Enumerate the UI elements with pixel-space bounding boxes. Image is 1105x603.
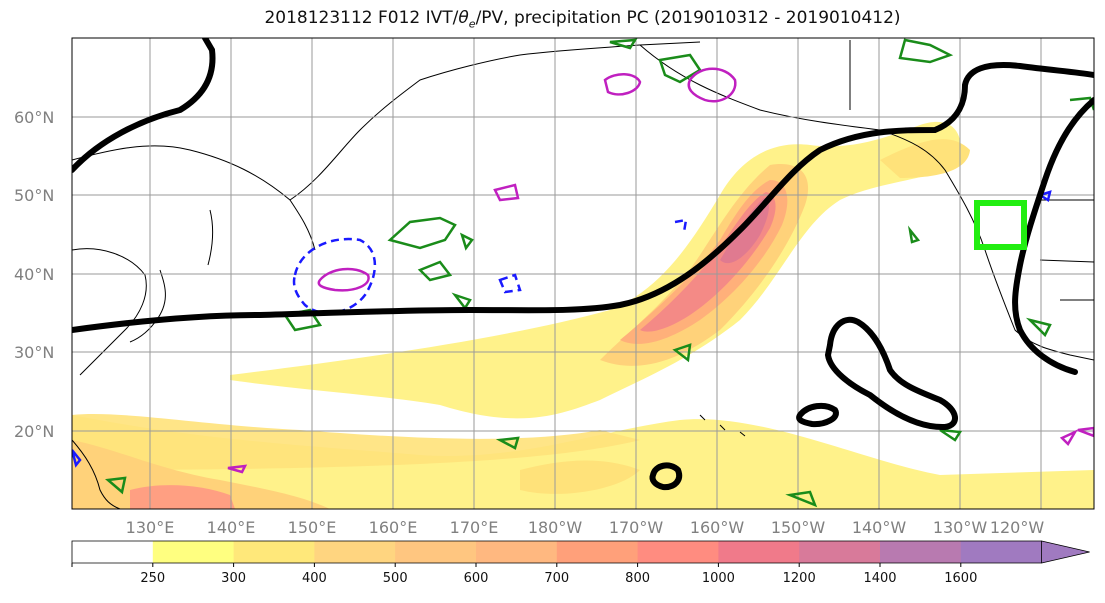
pv-contours-magenta bbox=[227, 67, 1094, 474]
colorbar-tick-label: 600 bbox=[464, 571, 489, 586]
lon-labels: 130°E 140°E 150°E 160°E 170°E 180°W 170°… bbox=[126, 518, 1045, 537]
colorbar-tick-label: 1400 bbox=[863, 571, 896, 586]
lon-label-170w: 170°W bbox=[609, 518, 664, 537]
graticule bbox=[72, 38, 1094, 509]
map-title: 2018123112 F012 IVT/θe/PV, precipitation… bbox=[264, 8, 901, 31]
pv-contours-blue bbox=[292, 218, 688, 315]
lon-label-120w: 120°W bbox=[990, 518, 1045, 537]
lat-labels: 60°N 50°N 40°N 30°N 20°N bbox=[14, 108, 54, 441]
lat-label-40n: 40°N bbox=[14, 265, 54, 284]
colorbar-segment bbox=[72, 541, 154, 563]
colorbar: 250 300 400 500 600 700 800 1000 1200 1400 1600 bbox=[71, 540, 1090, 586]
lon-label-130w: 130°W bbox=[933, 518, 988, 537]
colorbar-segment bbox=[152, 541, 235, 563]
lon-label-160e: 160°E bbox=[369, 518, 418, 537]
colorbar-tick-label: 1200 bbox=[783, 571, 816, 586]
colorbar-segment bbox=[880, 541, 962, 563]
colorbar-tick-label: 1000 bbox=[702, 571, 735, 586]
colorbar-segment bbox=[637, 541, 719, 563]
colorbar-segment bbox=[718, 541, 800, 563]
lat-label-60n: 60°N bbox=[14, 108, 54, 127]
lon-label-140e: 140°E bbox=[207, 518, 256, 537]
colorbar-segment bbox=[476, 541, 558, 563]
colorbar-segment bbox=[799, 541, 881, 563]
map-frame bbox=[71, 37, 1095, 510]
colorbar-tick-label: 1600 bbox=[944, 571, 977, 586]
colorbar-tick-label: 300 bbox=[221, 571, 246, 586]
lat-label-20n: 20°N bbox=[14, 422, 54, 441]
colorbar-tick-label: 400 bbox=[302, 571, 327, 586]
colorbar-segment bbox=[960, 541, 1043, 563]
colorbar-segment bbox=[314, 541, 396, 563]
theta-e-contours bbox=[72, 38, 1094, 491]
target-region-box bbox=[974, 200, 1027, 250]
colorbar-segment bbox=[556, 541, 639, 563]
coastlines bbox=[72, 40, 1094, 509]
pv-contours-blue-solid bbox=[72, 190, 1052, 468]
lon-label-130e: 130°E bbox=[126, 518, 175, 537]
pv-contours-green bbox=[105, 38, 1094, 508]
lon-label-180w: 180°W bbox=[528, 518, 583, 537]
lon-label-140w: 140°W bbox=[852, 518, 907, 537]
colorbar-segment bbox=[395, 541, 477, 563]
colorbar-extend-arrow bbox=[1041, 540, 1090, 564]
colorbar-tick-label: 800 bbox=[625, 571, 650, 586]
colorbar-tick-label: 700 bbox=[544, 571, 569, 586]
lon-label-170e: 170°E bbox=[450, 518, 499, 537]
lon-label-150e: 150°E bbox=[288, 518, 337, 537]
lat-label-30n: 30°N bbox=[14, 343, 54, 362]
lat-label-50n: 50°N bbox=[14, 186, 54, 205]
map-area bbox=[72, 38, 1094, 509]
colorbar-tick-label: 250 bbox=[140, 571, 165, 586]
lon-label-160w: 160°W bbox=[690, 518, 745, 537]
colorbar-tick-label: 500 bbox=[383, 571, 408, 586]
lon-label-150w: 150°W bbox=[771, 518, 826, 537]
colorbar-segment bbox=[233, 541, 315, 563]
